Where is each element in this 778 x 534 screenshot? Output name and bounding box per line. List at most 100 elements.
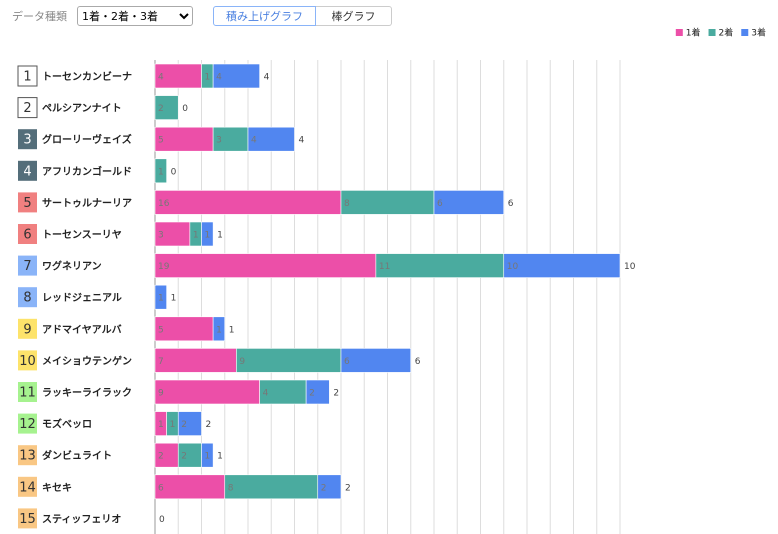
segment-label: 5: [158, 136, 164, 146]
segment-label: 9: [158, 389, 164, 399]
segment-label: 19: [158, 262, 170, 272]
horse-name: アドマイヤアルバ: [42, 324, 122, 336]
segment-label: 5: [158, 325, 164, 335]
end-label: 0: [182, 104, 188, 114]
bar-segment: [154, 158, 167, 184]
bar-segment: [212, 63, 260, 89]
segment-label: 9: [239, 357, 245, 367]
end-label: 6: [508, 199, 514, 209]
bar-segment: [154, 63, 202, 89]
bar-segment: [305, 379, 330, 405]
gate-number: 2: [23, 101, 31, 116]
segment-label: 1: [158, 420, 164, 430]
bar-segment: [201, 221, 214, 247]
gate-badge: [18, 382, 37, 402]
horse-name: スティッフェリオ: [42, 513, 121, 525]
gate-number: 7: [23, 259, 31, 274]
stacked-button[interactable]: 積み上げグラフ: [213, 6, 316, 26]
gate-number: 10: [19, 354, 36, 369]
bar-segment: [154, 474, 226, 500]
gate-badge: [18, 160, 37, 181]
gate-number: 6: [23, 228, 31, 243]
bar-segment: [340, 190, 435, 215]
segment-label: 6: [437, 199, 443, 209]
end-label: 1: [171, 294, 177, 304]
end-label: 4: [299, 136, 305, 146]
end-label: 2: [333, 389, 339, 399]
bar-segment: [236, 348, 342, 373]
gate-badge: [17, 97, 38, 119]
segment-label: 4: [216, 73, 222, 83]
segment-label: 2: [181, 452, 187, 462]
horse-name: サートゥルナーリア: [42, 197, 132, 209]
bar-segment: [154, 379, 260, 405]
gate-badge: [18, 318, 37, 339]
gate-number: 14: [19, 480, 36, 495]
segment-label: 4: [158, 73, 164, 83]
chart-type-buttons: 積み上げグラフ 棒グラフ: [213, 6, 392, 26]
segment-label: 3: [158, 231, 164, 241]
horse-name: メイショウテンゲン: [42, 354, 132, 367]
bar-segment: [201, 442, 214, 468]
bar-segment: [177, 411, 202, 436]
controls: データ種類 1着・2着・3着 積み上げグラフ 棒グラフ: [12, 6, 392, 26]
end-label: 10: [624, 262, 636, 272]
gate-number: 13: [19, 449, 36, 464]
end-label: 1: [229, 325, 235, 335]
data-type-select[interactable]: 1着・2着・3着: [77, 6, 193, 26]
segment-label: 3: [216, 136, 222, 146]
segment-label: 6: [344, 357, 350, 367]
gate-badge: [18, 508, 37, 529]
gate-number: 11: [19, 386, 36, 401]
gate-badge: [18, 129, 37, 150]
horse-name: トーセンスーリヤ: [42, 229, 122, 241]
gate-badge: [18, 476, 37, 497]
gate-number: 4: [23, 164, 31, 179]
horse-name: ダンビュライト: [42, 449, 112, 462]
bar-segment: [340, 348, 412, 373]
horse-name: キセキ: [42, 482, 72, 494]
bar-segment: [154, 284, 167, 310]
horse-name: ラッキーライラック: [42, 387, 132, 399]
segment-label: 4: [263, 389, 269, 399]
bar-segment: [212, 316, 226, 342]
gate-badge: [18, 192, 37, 213]
end-label: 2: [206, 420, 212, 430]
segment-label: 16: [158, 199, 170, 209]
legend-swatch: [675, 29, 683, 36]
horse-name: レッドジェニアル: [42, 292, 122, 304]
segment-label: 1: [158, 167, 164, 177]
horse-name: モズベッロ: [42, 418, 92, 431]
segment-label: 2: [158, 104, 164, 114]
horse-name: アフリカンゴールド: [42, 165, 132, 178]
segment-label: 2: [309, 389, 315, 399]
segment-label: 2: [321, 483, 327, 493]
bar-segment: [154, 221, 191, 247]
gate-number: 9: [23, 322, 31, 337]
bar-segment: [259, 379, 307, 405]
segment-label: 8: [344, 199, 350, 209]
legend-label: 1着: [686, 27, 701, 39]
bar-segment: [375, 253, 505, 278]
bar-button[interactable]: 棒グラフ: [316, 6, 392, 26]
horse-name: グローリーヴェイズ: [42, 133, 132, 146]
gate-number: 15: [19, 512, 36, 527]
segment-label: 11: [379, 262, 390, 272]
bar-segment: [247, 126, 295, 152]
bar-segment: [317, 474, 342, 500]
segment-label: 1: [216, 325, 222, 335]
segment-label: 10: [507, 262, 519, 272]
bar-segment: [503, 253, 621, 278]
legend-label: 2着: [719, 27, 734, 39]
end-label: 6: [415, 357, 421, 367]
segment-label: 2: [181, 420, 187, 430]
gate-number: 12: [19, 417, 36, 432]
segment-label: 2: [158, 452, 164, 462]
bar-segment: [154, 348, 237, 373]
segment-label: 4: [251, 136, 257, 146]
end-label: 1: [217, 231, 223, 241]
horse-name: ワグネリアン: [42, 260, 102, 273]
segment-label: 1: [193, 231, 199, 241]
